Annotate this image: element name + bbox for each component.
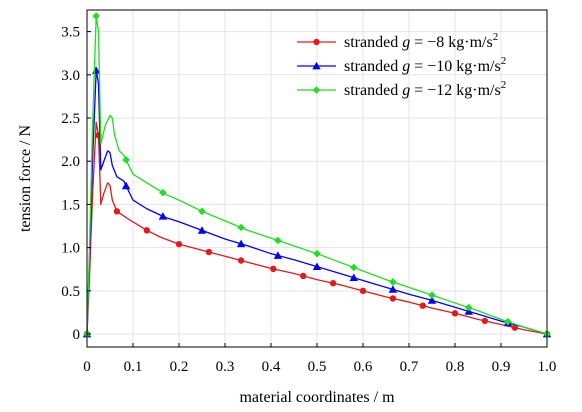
legend-label: stranded g = −12 kg·m/s2	[344, 79, 506, 99]
data-point-marker	[270, 265, 277, 273]
data-point-marker	[274, 236, 282, 245]
legend-entry: stranded g = −12 kg·m/s2	[297, 79, 506, 99]
series-line	[86, 69, 548, 335]
data-point-marker	[237, 223, 245, 232]
series-layer	[82, 12, 552, 338]
legend-entry: stranded g = −10 kg·m/s2	[297, 55, 506, 75]
data-point-marker	[113, 208, 121, 215]
data-point-marker	[300, 272, 307, 280]
legend-marker	[312, 86, 321, 94]
data-point-marker	[198, 207, 206, 216]
legend-label: stranded g = −8 kg·m/s2	[344, 31, 498, 51]
data-point-marker	[122, 156, 130, 164]
series-line	[86, 121, 548, 335]
series-line	[86, 15, 548, 335]
legend-marker	[313, 38, 320, 46]
y-axis-label: tension force / N	[17, 125, 34, 233]
data-point-marker	[313, 249, 321, 258]
data-point-marker	[205, 248, 213, 256]
data-point-marker	[273, 251, 283, 259]
data-point-marker	[427, 296, 437, 304]
data-point-marker	[159, 188, 167, 197]
x-tick-label: 0.3	[216, 359, 235, 375]
y-tick-label: 2.5	[61, 111, 80, 127]
x-tick-label: 0.2	[170, 359, 189, 375]
x-tick-label: 0.8	[446, 359, 465, 375]
data-point-marker	[419, 302, 426, 309]
data-point-marker	[465, 303, 473, 312]
x-tick-label: 0.1	[124, 359, 143, 375]
x-axis-ticks: 0 0.1 0.2 0.3 0.4 0.5 0.6 0.7 0.8 0.9 1.0	[83, 343, 556, 375]
x-tick-label: 0.6	[354, 359, 373, 375]
data-point-marker	[388, 285, 398, 293]
legend-entry: stranded g = −8 kg·m/s2	[297, 31, 498, 51]
data-point-marker	[329, 280, 337, 287]
y-tick-label: 3.5	[61, 25, 80, 41]
data-point-marker	[504, 317, 512, 326]
data-point-marker	[92, 12, 100, 20]
y-axis-ticks: 0 0.5 1.0 1.5 2.0 2.5 3.0 3.5	[61, 25, 91, 343]
data-point-marker	[121, 181, 131, 190]
data-point-marker	[389, 278, 397, 286]
data-point-marker	[350, 263, 358, 272]
legend: stranded g = −8 kg·m/s2 stranded g = −10 …	[297, 31, 506, 99]
data-point-marker	[312, 262, 322, 270]
x-tick-label: 0.9	[492, 359, 511, 375]
data-point-marker	[175, 240, 183, 248]
x-tick-label: 0	[83, 359, 91, 375]
data-point-marker	[481, 317, 489, 325]
data-point-marker	[158, 212, 168, 220]
data-point-marker	[359, 287, 367, 295]
data-point-marker	[451, 310, 459, 317]
data-point-marker	[236, 239, 246, 248]
data-point-marker	[511, 324, 518, 331]
data-point-marker	[428, 291, 436, 299]
data-point-marker	[197, 226, 207, 234]
series-3	[83, 12, 551, 338]
x-tick-label: 0.7	[400, 359, 419, 375]
data-point-marker	[389, 295, 397, 302]
y-tick-label: 1.5	[61, 197, 80, 213]
data-point-marker	[143, 227, 150, 234]
legend-marker	[312, 61, 321, 70]
x-axis-label: material coordinates / m	[239, 389, 395, 406]
legend-label: stranded g = −10 kg·m/s2	[344, 55, 506, 75]
y-tick-label: 0.5	[61, 284, 80, 300]
y-tick-label: 3.0	[61, 68, 80, 84]
y-tick-label: 2.0	[61, 154, 80, 170]
data-point-marker	[349, 273, 358, 282]
x-tick-label: 0.5	[308, 359, 327, 375]
y-tick-label: 0	[73, 327, 81, 343]
data-point-marker	[237, 257, 245, 264]
x-tick-label: 1.0	[538, 359, 557, 375]
y-tick-label: 1.0	[61, 241, 80, 257]
x-tick-label: 0.4	[262, 359, 281, 375]
